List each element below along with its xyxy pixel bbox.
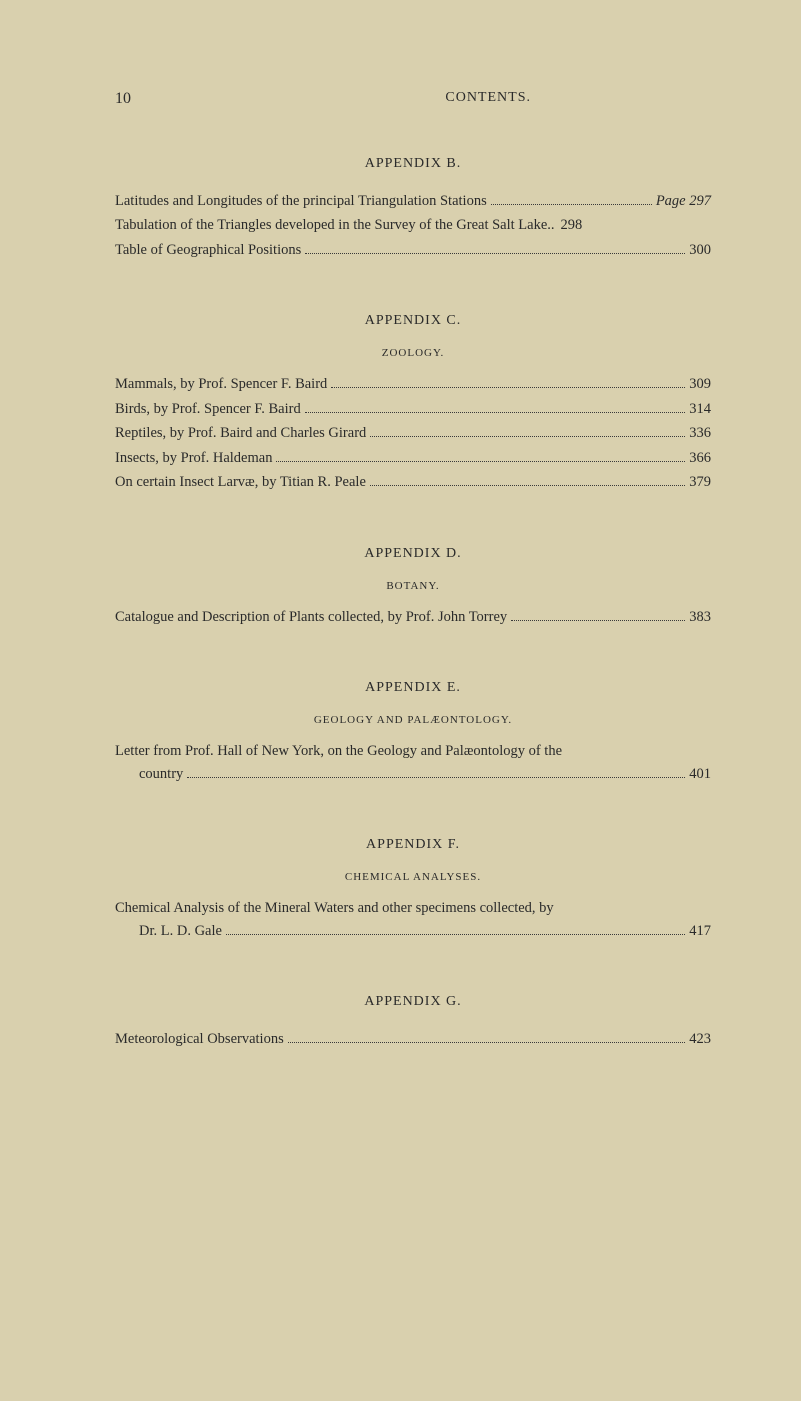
entry-text: Tabulation of the Triangles developed in…: [115, 214, 555, 236]
toc-entry: Latitudes and Longitudes of the principa…: [115, 190, 711, 212]
toc-entry: On certain Insect Larvæ, by Titian R. Pe…: [115, 471, 711, 493]
entry-text: On certain Insect Larvæ, by Titian R. Pe…: [115, 471, 366, 493]
entry-page: 379: [689, 471, 711, 493]
entry-text: Catalogue and Description of Plants coll…: [115, 606, 507, 628]
leader-dots: [305, 253, 685, 254]
entry-continuation: country: [115, 763, 183, 785]
appendix-e-subtitle: GEOLOGY AND PALÆONTOLOGY.: [115, 714, 711, 726]
leader-dots: [491, 204, 652, 205]
appendix-c-title: APPENDIX C.: [115, 313, 711, 329]
leader-dots: [370, 485, 685, 486]
entry-page: 309: [689, 373, 711, 395]
appendix-d-subtitle: BOTANY.: [115, 580, 711, 592]
entry-text: Table of Geographical Positions: [115, 239, 301, 261]
toc-entry: Reptiles, by Prof. Baird and Charles Gir…: [115, 422, 711, 444]
entry-text: Chemical Analysis of the Mineral Waters …: [115, 897, 554, 919]
toc-entry: Catalogue and Description of Plants coll…: [115, 606, 711, 628]
entry-page: 298: [561, 214, 583, 236]
leader-dots: [187, 777, 685, 778]
toc-entry: Table of Geographical Positions 300: [115, 239, 711, 261]
entry-text: Meteorological Observations: [115, 1028, 284, 1050]
entry-text: Birds, by Prof. Spencer F. Baird: [115, 398, 301, 420]
toc-entry: Insects, by Prof. Haldeman 366: [115, 447, 711, 469]
appendix-g-title: APPENDIX G.: [115, 994, 711, 1010]
leader-dots: [370, 436, 685, 437]
entry-text: Insects, by Prof. Haldeman: [115, 447, 272, 469]
entry-page: 417: [689, 920, 711, 942]
toc-entry: Mammals, by Prof. Spencer F. Baird 309: [115, 373, 711, 395]
entry-page: Page 297: [656, 190, 711, 212]
document-page: 10 CONTENTS. APPENDIX B. Latitudes and L…: [0, 0, 801, 1113]
leader-dots: [276, 461, 685, 462]
entry-text: Reptiles, by Prof. Baird and Charles Gir…: [115, 422, 366, 444]
appendix-f-title: APPENDIX F.: [115, 837, 711, 853]
leader-dots: [305, 412, 686, 413]
entry-text: Mammals, by Prof. Spencer F. Baird: [115, 373, 327, 395]
toc-entry: Chemical Analysis of the Mineral Waters …: [115, 897, 711, 942]
page-header-title: CONTENTS.: [445, 90, 531, 108]
entry-page: 366: [689, 447, 711, 469]
appendix-f-subtitle: CHEMICAL ANALYSES.: [115, 871, 711, 883]
page-ref: Page 297: [656, 193, 711, 209]
leader-dots: [511, 620, 685, 621]
entry-text: Latitudes and Longitudes of the principa…: [115, 190, 487, 212]
entry-continuation: Dr. L. D. Gale: [115, 920, 222, 942]
toc-entry: Birds, by Prof. Spencer F. Baird 314: [115, 398, 711, 420]
appendix-e-title: APPENDIX E.: [115, 680, 711, 696]
entry-page: 314: [689, 398, 711, 420]
toc-entry: Letter from Prof. Hall of New York, on t…: [115, 740, 711, 785]
entry-page: 336: [689, 422, 711, 444]
leader-dots: [226, 934, 685, 935]
entry-page: 401: [689, 763, 711, 785]
entry-page: 300: [689, 239, 711, 261]
appendix-b-title: APPENDIX B.: [115, 156, 711, 172]
entry-text: Letter from Prof. Hall of New York, on t…: [115, 740, 562, 762]
entry-page: 423: [689, 1028, 711, 1050]
leader-dots: [331, 387, 685, 388]
toc-entry: Tabulation of the Triangles developed in…: [115, 214, 711, 236]
entry-page: 383: [689, 606, 711, 628]
appendix-d-title: APPENDIX D.: [115, 546, 711, 562]
leader-dots: [288, 1042, 686, 1043]
toc-entry: Meteorological Observations 423: [115, 1028, 711, 1050]
page-number: 10: [115, 90, 131, 108]
appendix-c-subtitle: ZOOLOGY.: [115, 347, 711, 359]
page-header: 10 CONTENTS.: [115, 90, 711, 108]
